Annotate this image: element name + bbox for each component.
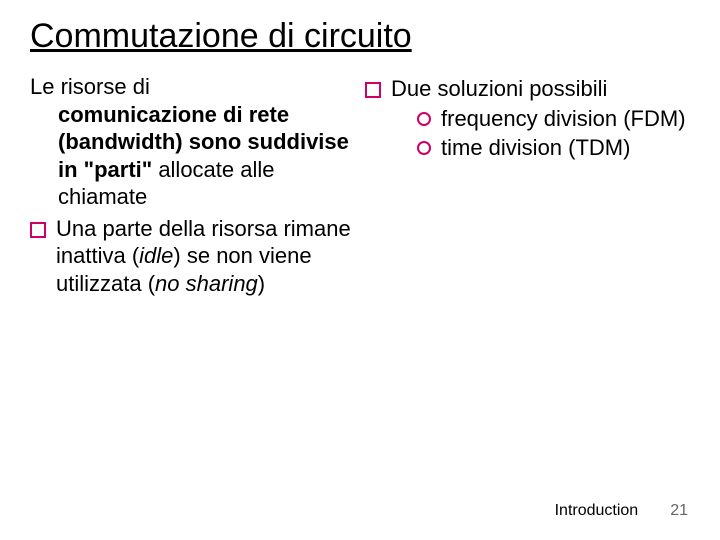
right-column: Due soluzioni possibili frequency divisi… <box>365 73 690 297</box>
square-bullet-icon <box>30 215 46 245</box>
footer: Introduction 21 <box>555 502 688 520</box>
left-column: Le risorse di comunicazione di rete (ban… <box>30 73 355 297</box>
lb1-c: ) <box>258 271 265 296</box>
content-columns: Le risorse di comunicazione di rete (ban… <box>30 73 690 297</box>
circle-bullet-icon <box>417 134 431 162</box>
rs1-text: frequency division (FDM) <box>441 105 686 133</box>
rs2-text: time division (TDM) <box>441 134 630 162</box>
slide-title: Commutazione di circuito <box>30 18 690 55</box>
right-bullet-1: Due soluzioni possibili frequency divisi… <box>365 75 690 162</box>
slide-root: Commutazione di circuito Le risorse di c… <box>0 0 720 540</box>
intro-line1: Le risorse di <box>30 74 150 99</box>
left-bullet-1: Una parte della risorsa rimane inattiva … <box>30 215 355 298</box>
intro-block: Le risorse di comunicazione di rete (ban… <box>30 73 355 211</box>
right-bullet-1-text: Due soluzioni possibili frequency divisi… <box>391 75 686 162</box>
page-number: 21 <box>670 502 688 520</box>
left-bullet-1-text: Una parte della risorsa rimane inattiva … <box>56 215 355 298</box>
square-bullet-icon <box>365 75 381 105</box>
lb1-noshare: no sharing <box>155 271 258 296</box>
rb1-text: Due soluzioni possibili <box>391 76 607 101</box>
right-sub-1: frequency division (FDM) <box>391 105 686 133</box>
circle-bullet-icon <box>417 105 431 133</box>
lb1-idle: idle <box>139 243 173 268</box>
right-sub-2: time division (TDM) <box>391 134 686 162</box>
intro-indent-block: comunicazione di rete (bandwidth) sono s… <box>30 101 355 211</box>
footer-label: Introduction <box>555 502 639 520</box>
